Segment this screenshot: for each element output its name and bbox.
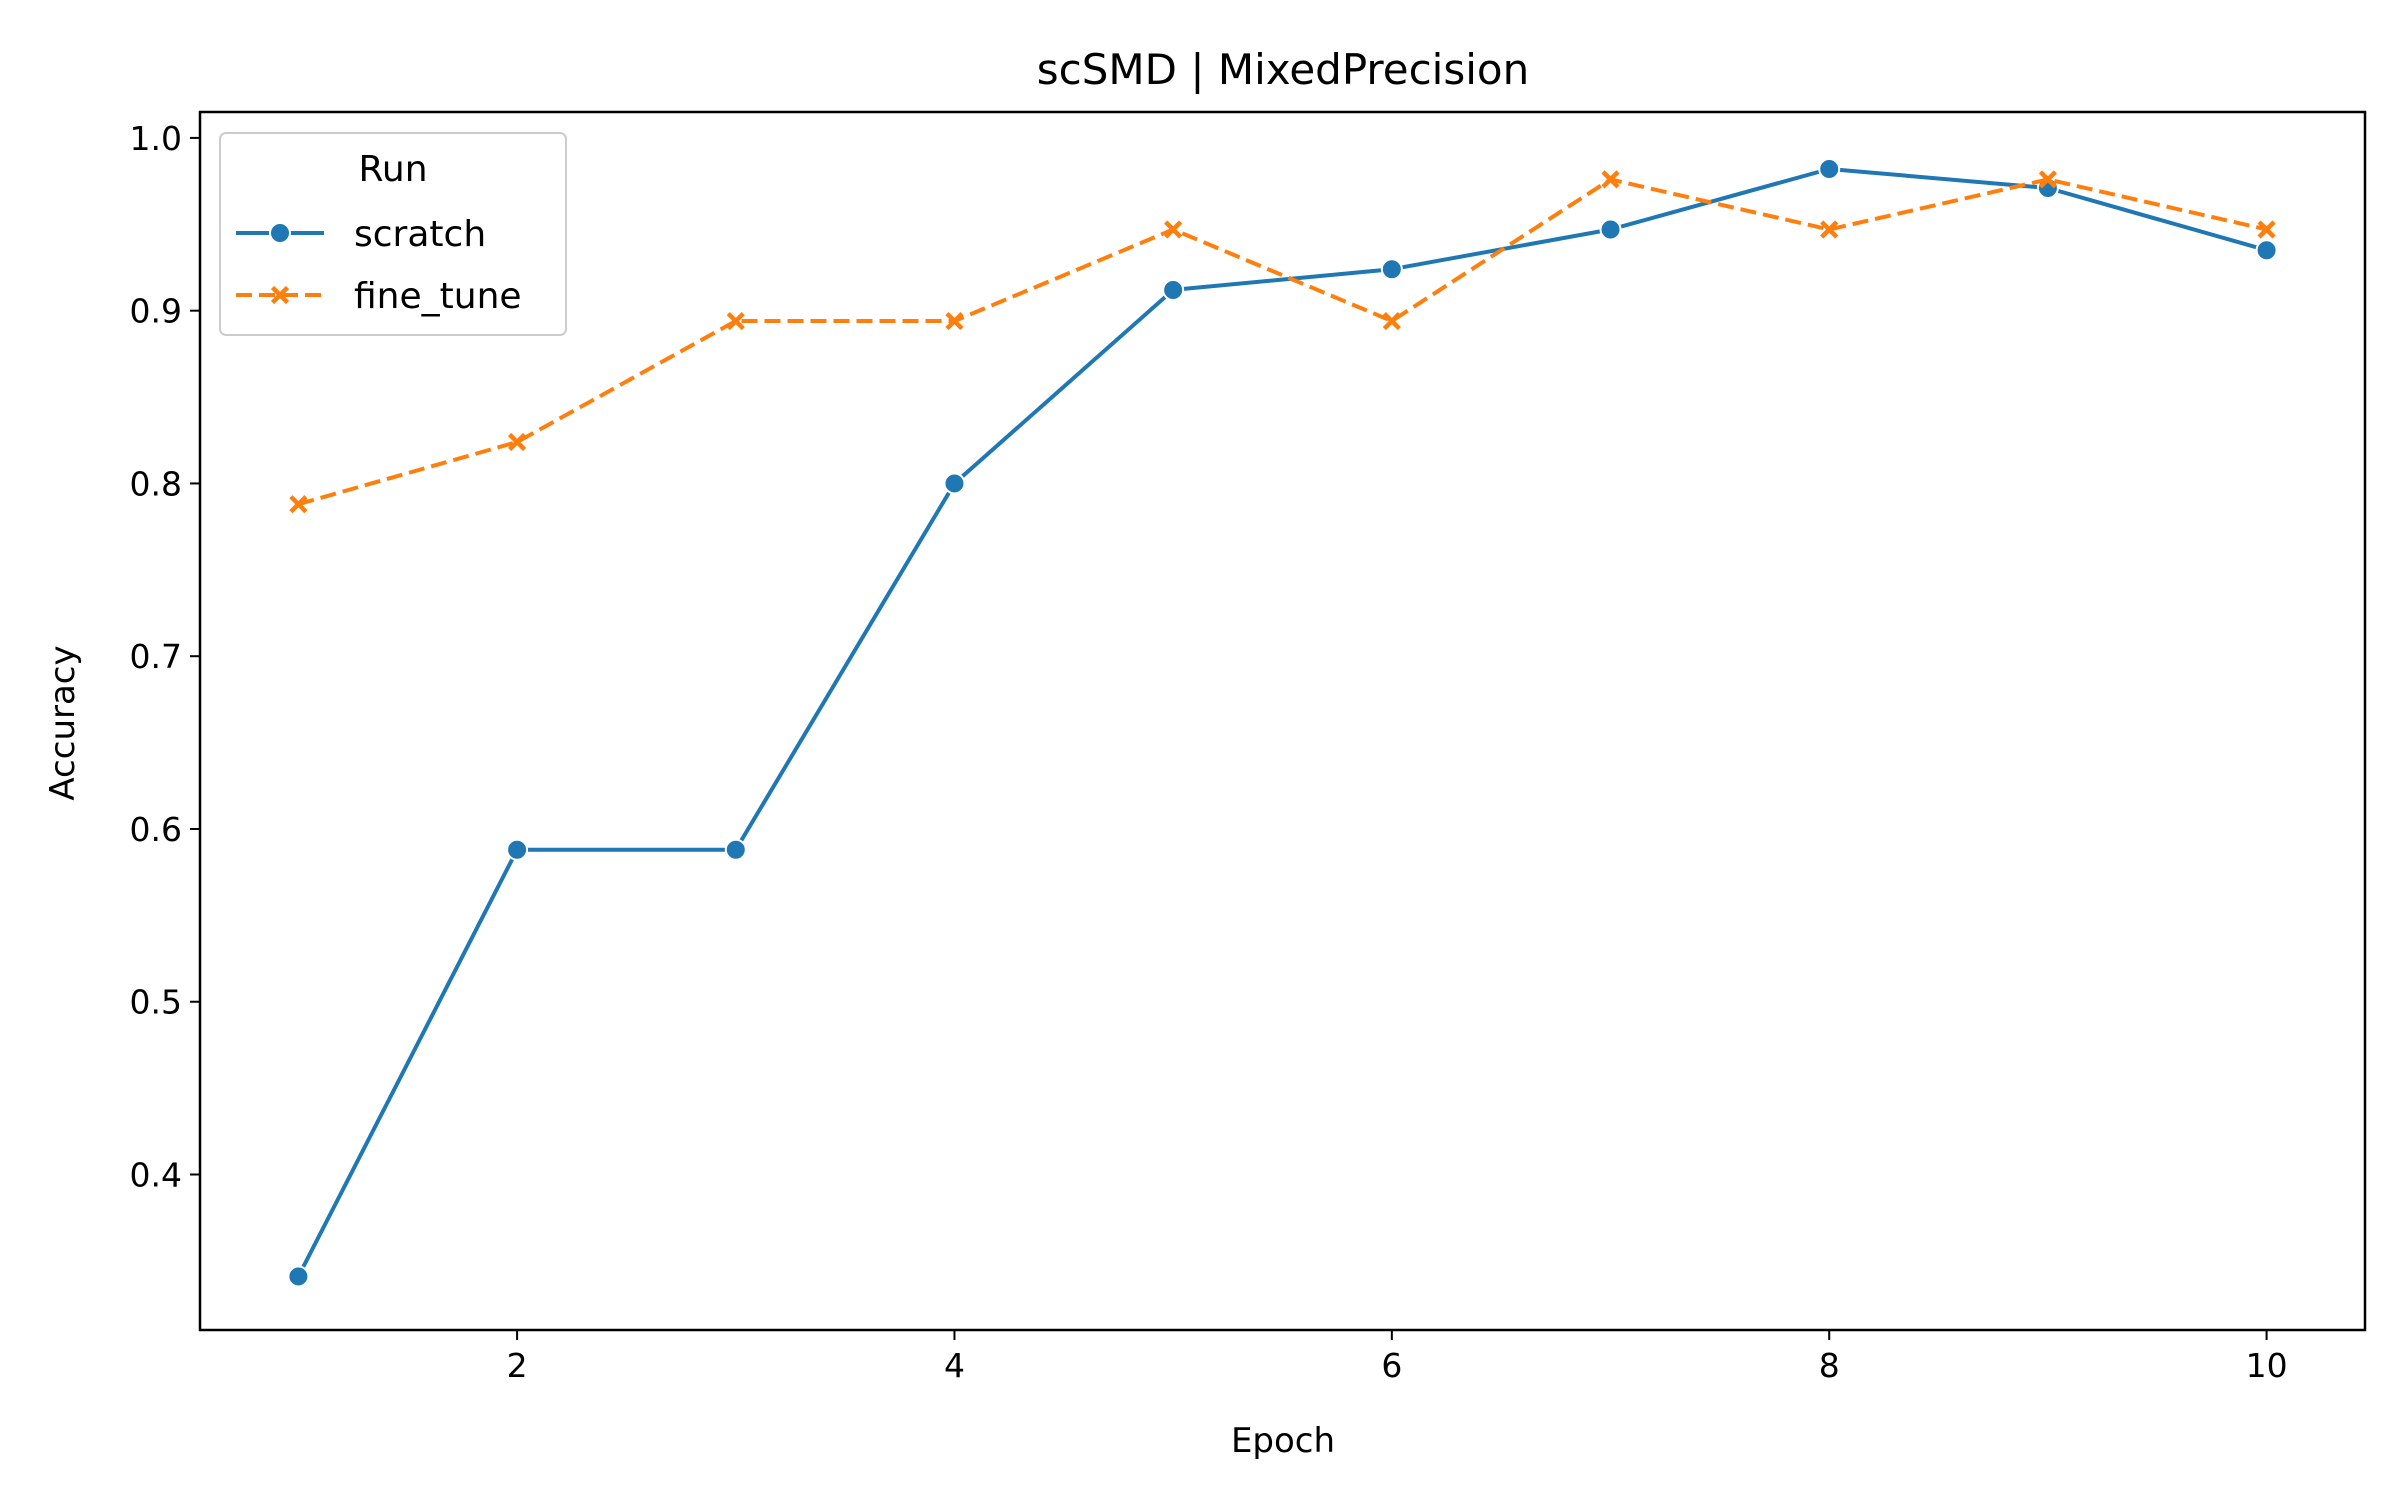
y-tick-label: 0.8 (130, 464, 182, 503)
axes: 2 4 6 8 10 0.4 0.5 0.6 0.7 0.8 0.9 1.0 (130, 110, 2367, 1385)
data-point-scratch (1162, 278, 1185, 301)
legend: Run scratch fine_tune (219, 132, 567, 336)
data-point-fine_tune (289, 495, 308, 514)
x-axis-title: Epoch (1231, 1421, 1335, 1461)
legend-title: Run (358, 149, 427, 190)
data-point-fine_tune (1601, 170, 1620, 189)
y-tick-label: 0.6 (130, 810, 182, 849)
data-point-scratch (506, 838, 529, 861)
data-point-scratch (724, 838, 747, 861)
x-tick-label: 8 (1819, 1346, 1840, 1385)
x-tick-label: 6 (1381, 1346, 1402, 1385)
data-point-fine_tune (2038, 170, 2057, 189)
data-point-fine_tune (1382, 311, 1401, 331)
series-line-scratch (296, 167, 2269, 1279)
legend-label-scratch: scratch (354, 214, 486, 255)
legend-marker-fine_tune (270, 285, 290, 305)
y-tick-label: 0.4 (130, 1156, 182, 1195)
chart-title: scSMD | MixedPrecision (1037, 45, 1529, 94)
y-tick-label: 0.9 (130, 292, 182, 331)
data-point-scratch (1380, 258, 1403, 281)
data-point-scratch (1599, 218, 1622, 241)
data-point-fine_tune (1164, 220, 1183, 239)
data-point-fine_tune (1820, 220, 1839, 239)
series-line-fine_tune (297, 177, 2268, 507)
x-tick-label: 10 (2246, 1346, 2288, 1385)
x-tick-label: 4 (944, 1346, 965, 1385)
legend-label-fine_tune: fine_tune (354, 276, 522, 317)
y-axis-title: Accuracy (43, 645, 83, 800)
legend-marker-scratch (269, 222, 291, 244)
legend-box (219, 132, 567, 336)
y-tick-label: 0.5 (130, 983, 182, 1022)
data-point-scratch (1818, 158, 1841, 181)
x-tick-label: 2 (507, 1346, 528, 1385)
data-point-fine_tune (2257, 220, 2276, 239)
y-tick-label: 0.7 (130, 637, 182, 676)
data-point-scratch (2255, 239, 2278, 262)
plot-frame (198, 110, 2367, 1332)
plot-area (287, 158, 2278, 1288)
data-point-fine_tune (726, 311, 745, 331)
data-point-scratch (287, 1265, 310, 1288)
y-tick-label: 1.0 (130, 119, 182, 158)
data-point-scratch (943, 472, 966, 495)
data-point-fine_tune (508, 432, 527, 452)
data-point-fine_tune (945, 311, 964, 331)
